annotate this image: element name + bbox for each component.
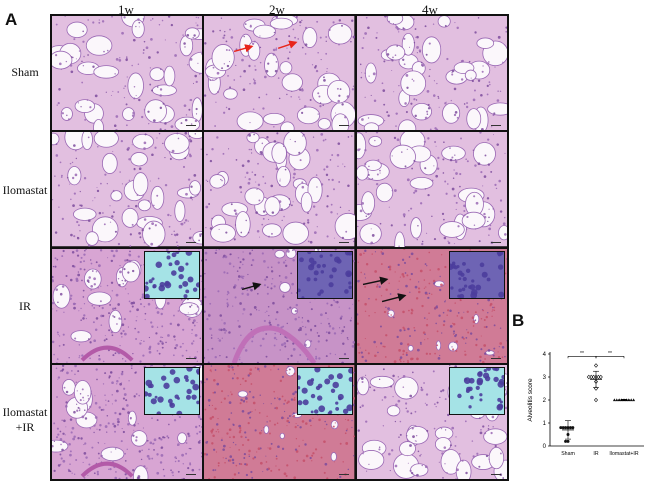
scale-bar xyxy=(186,241,197,243)
data-point xyxy=(564,439,568,443)
micrograph-r1-c2 xyxy=(204,16,355,131)
row-label-ilomastat-ir: Ilomastat +IR xyxy=(2,405,48,434)
row-label-sham: Sham xyxy=(11,65,39,79)
micrograph-r4-c3 xyxy=(356,364,507,479)
data-point xyxy=(566,439,570,443)
row-label-ir: IR xyxy=(19,299,31,313)
magnified-inset xyxy=(448,250,505,299)
scale-bar xyxy=(186,357,197,359)
y-tick-label-4: 4 xyxy=(543,352,547,358)
row-label-ilomastat: Ilomastat xyxy=(2,183,48,197)
column-header-4w: 4w xyxy=(422,2,438,17)
x-tick-label-0: Sham xyxy=(561,451,575,457)
significance-label: ** xyxy=(580,351,584,357)
y-axis-label: Alveolitis score xyxy=(527,378,534,422)
data-point xyxy=(564,426,568,430)
scale-bar xyxy=(490,125,501,127)
histology-grid xyxy=(50,14,509,481)
scale-bar xyxy=(186,474,197,475)
micrograph-r1-c3 xyxy=(356,16,507,131)
panel-b-letter: B xyxy=(512,311,525,330)
column-header-1w: 1w xyxy=(118,2,134,17)
x-tick-label-2: Ilomastat+IR xyxy=(609,451,639,457)
magnified-inset xyxy=(448,366,505,415)
micrograph-r4-c2 xyxy=(204,364,355,479)
data-point xyxy=(571,426,575,430)
magnified-inset xyxy=(144,250,201,299)
data-point xyxy=(593,363,599,368)
scale-bar xyxy=(490,474,501,475)
magnified-inset xyxy=(296,366,353,415)
data-point xyxy=(593,386,599,391)
panel-a-letter: A xyxy=(5,10,18,29)
micrograph-r3-c1 xyxy=(52,248,203,363)
significance-label: ** xyxy=(608,351,612,357)
y-tick-label-3: 3 xyxy=(543,375,547,381)
scale-bar xyxy=(338,474,349,475)
scale-bar xyxy=(490,357,501,359)
data-point xyxy=(559,426,563,430)
micrograph-r3-c3 xyxy=(356,248,507,363)
data-point xyxy=(593,397,599,403)
y-tick-label-1: 1 xyxy=(543,421,547,427)
data-point xyxy=(632,398,636,402)
data-point xyxy=(561,426,565,430)
scale-bar xyxy=(338,357,349,359)
micrograph-r2-c1 xyxy=(52,132,203,247)
data-point xyxy=(615,398,619,402)
alveolitis-score-chart: 0 1 2 3 4 Alveolitis score Sham IR Ilomastat+IR *… xyxy=(527,351,644,457)
scale-bar xyxy=(338,125,349,127)
micrograph-r3-c2 xyxy=(204,248,355,363)
column-header-2w: 2w xyxy=(269,2,285,17)
data-point xyxy=(598,374,603,380)
micrograph-r2-c2 xyxy=(204,132,355,247)
data-point xyxy=(612,398,616,402)
y-tick-label-0: 0 xyxy=(543,444,547,450)
scale-bar xyxy=(186,125,197,127)
micrograph-r2-c3 xyxy=(356,132,507,247)
data-point xyxy=(629,398,633,402)
micrograph-r1-c1 xyxy=(52,16,203,131)
magnified-inset xyxy=(144,366,201,415)
scale-bar xyxy=(490,241,501,243)
x-tick-label-1: IR xyxy=(593,451,598,457)
magnified-inset xyxy=(296,250,353,299)
micrograph-r4-c1 xyxy=(52,364,203,479)
y-tick-label-2: 2 xyxy=(543,398,547,404)
data-point xyxy=(586,374,591,380)
scale-bar xyxy=(338,241,349,243)
data-point xyxy=(568,426,572,430)
